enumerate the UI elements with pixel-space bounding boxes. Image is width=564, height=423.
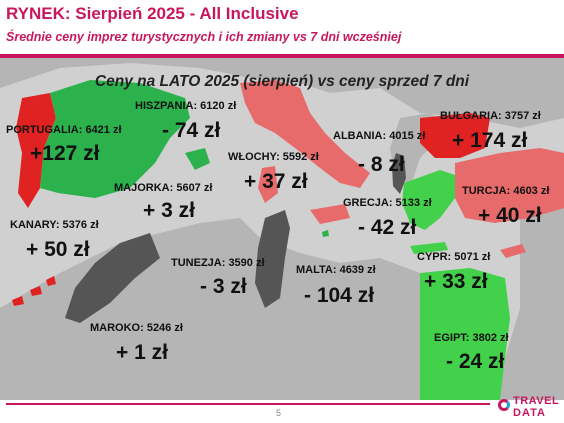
region-kanary-3 [46, 276, 56, 286]
header-divider [0, 54, 564, 58]
region-wlochy [240, 80, 370, 188]
footer-divider [6, 403, 490, 405]
region-kanary-1 [12, 296, 24, 306]
change-maroko: + 1 zł [116, 341, 168, 364]
map-graphic [0, 58, 564, 400]
label-majorka: MAJORKA: 5607 zł [114, 182, 213, 194]
label-egipt: EGIPT: 3802 zł [434, 332, 509, 344]
label-turcja: TURCJA: 4603 zł [462, 185, 550, 197]
logo-ring-icon [498, 399, 510, 411]
label-portugalia: PORTUGALIA: 6421 zł [6, 124, 122, 136]
region-hiszpania [40, 80, 190, 198]
region-bulgaria [420, 113, 490, 158]
region-malta [322, 230, 329, 237]
label-malta: MALTA: 4639 zł [296, 264, 376, 276]
region-maroko [65, 233, 160, 323]
region-wlochy-sicily [310, 204, 350, 224]
slide-subtitle: Średnie ceny imprez turystycznych i ich … [6, 30, 402, 44]
label-bulgaria: BUŁGARIA: 3757 zł [440, 110, 541, 122]
change-tunezja: - 3 zł [200, 275, 247, 298]
slide-header: RYNEK: Sierpień 2025 - All Inclusive Śre… [0, 0, 564, 56]
label-cypr: CYPR: 5071 zł [417, 251, 491, 263]
region-cypr [500, 244, 526, 258]
region-turcja [455, 148, 564, 223]
change-majorka: + 3 zł [143, 199, 195, 222]
region-kanary-2 [30, 286, 42, 296]
label-grecja: GRECJA: 5133 zł [343, 197, 432, 209]
label-tunezja: TUNEZJA: 3590 zł [171, 257, 265, 269]
change-turcja: + 40 zł [478, 204, 542, 227]
change-portugalia: +127 zł [30, 142, 100, 165]
region-tunezja [255, 210, 290, 308]
change-cypr: + 33 zł [424, 270, 488, 293]
slide-title: RYNEK: Sierpień 2025 - All Inclusive [6, 4, 299, 23]
change-malta: - 104 zł [304, 284, 375, 307]
travel-data-logo: TRAVEL DATA [498, 395, 560, 421]
logo-text-data: DATA [513, 407, 546, 419]
region-grecja-crete [410, 242, 448, 254]
change-hiszpania: - 74 zł [162, 119, 221, 142]
label-hiszpania: HISZPANIA: 6120 zł [135, 100, 237, 112]
change-albania: - 8 zł [358, 153, 405, 176]
page-number: 5 [276, 408, 282, 418]
region-albania [392, 153, 406, 194]
map-title: Ceny na LATO 2025 (sierpień) vs ceny spr… [94, 73, 470, 90]
change-grecja: - 42 zł [358, 216, 417, 239]
land-middle-east [500, 208, 564, 400]
logo-text-travel: TRAVEL [513, 395, 560, 407]
change-kanary: + 50 zł [26, 238, 90, 261]
change-egipt: - 24 zł [446, 350, 505, 373]
change-bulgaria: + 174 zł [452, 129, 528, 152]
map-area [0, 58, 564, 400]
land-north-europe [0, 58, 564, 128]
region-grecja [402, 170, 458, 230]
change-wlochy: + 37 zł [244, 170, 308, 193]
region-portugalia [16, 93, 56, 208]
label-kanary: KANARY: 5376 zł [10, 219, 99, 231]
region-majorka [185, 148, 210, 170]
label-maroko: MAROKO: 5246 zł [90, 322, 183, 334]
label-wlochy: WŁOCHY: 5592 zł [228, 151, 319, 163]
region-egipt [420, 268, 510, 400]
region-wlochy-sardinia [258, 166, 278, 203]
label-albania: ALBANIA: 4015 zł [333, 130, 426, 142]
